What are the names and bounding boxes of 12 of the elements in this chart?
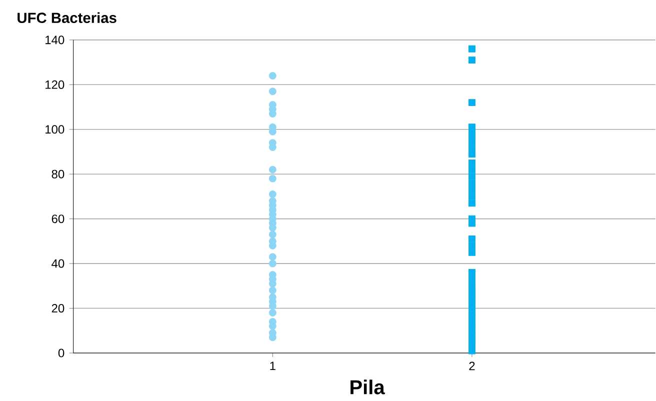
y-axis-title: UFC Bacterias bbox=[18, 12, 116, 24]
y-tick-label: 100 bbox=[46, 125, 64, 134]
y-tick-label: 60 bbox=[52, 214, 64, 224]
x-tick-label: 1 bbox=[270, 362, 276, 370]
x-tick-label: 2 bbox=[469, 362, 475, 370]
y-tick-label: 120 bbox=[46, 80, 64, 89]
y-tick-label: 140 bbox=[46, 36, 64, 44]
y-tick-label: 20 bbox=[52, 304, 64, 313]
x-axis-title: Pila bbox=[350, 380, 385, 394]
y-tick-label: 80 bbox=[52, 170, 64, 178]
y-tick-label: 40 bbox=[52, 259, 64, 268]
y-tick-label: 0 bbox=[58, 348, 64, 358]
